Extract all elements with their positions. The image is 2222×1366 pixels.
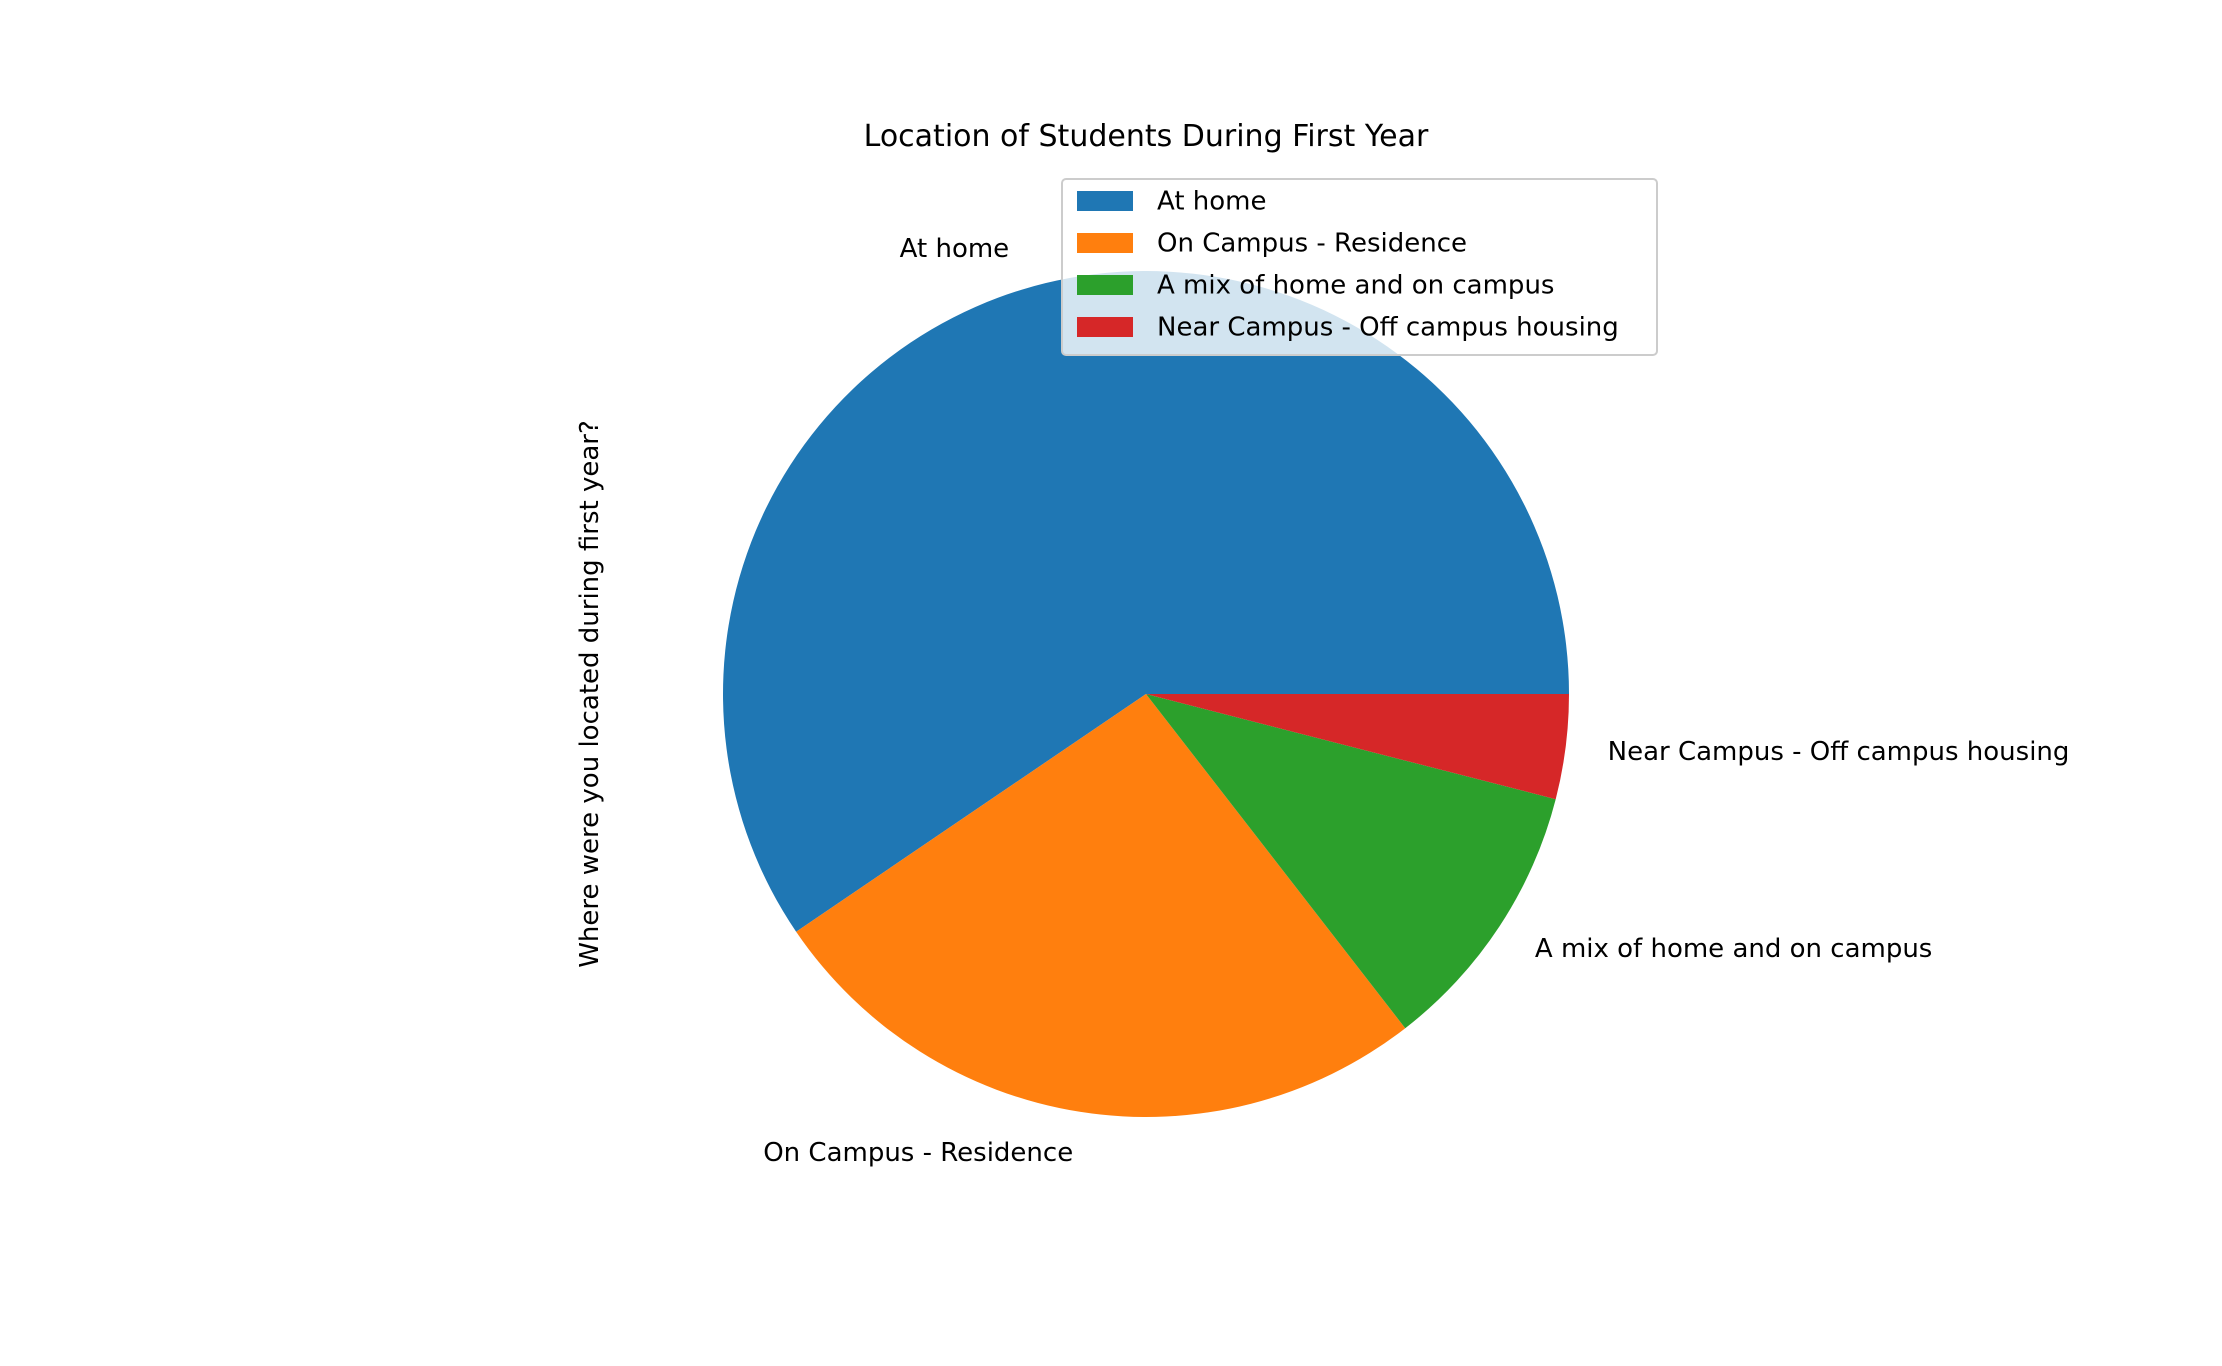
legend-swatch-a-mix-of-home-and-on-campus xyxy=(1077,275,1133,295)
legend-swatch-at-home xyxy=(1077,191,1133,211)
legend-swatch-near-campus-off-campus-housing xyxy=(1077,317,1133,337)
legend-label-at-home: At home xyxy=(1157,187,1267,217)
pie-slice-near-campus-off-campus-housing xyxy=(1146,694,1569,800)
legend: At home On Campus - Residence A mix of hom… xyxy=(1061,178,1658,356)
legend-frame xyxy=(1061,178,1658,356)
pie-slice-a-mix-of-home-and-on-campus xyxy=(1146,694,1556,1029)
pie-slice-labels: At home On Campus - Residence A mix of hom… xyxy=(763,234,2069,1168)
legend-label-a-mix-of-home-and-on-campus: A mix of home and on campus xyxy=(1157,271,1554,301)
y-axis-label: Where were you located during first year… xyxy=(575,420,605,968)
legend-entries: At home On Campus - Residence A mix of hom… xyxy=(1077,187,1619,343)
pie-slice-at-home xyxy=(723,271,1569,932)
legend-label-on-campus-residence: On Campus - Residence xyxy=(1157,229,1467,259)
legend-label-near-campus-off-campus-housing: Near Campus - Off campus housing xyxy=(1157,313,1619,343)
slice-label-at-home: At home xyxy=(900,234,1010,264)
slice-label-near-campus-off-campus-housing: Near Campus - Off campus housing xyxy=(1608,737,2070,767)
slice-label-on-campus-residence: On Campus - Residence xyxy=(763,1138,1073,1168)
pie-slices xyxy=(723,271,1569,1117)
pie-slice-on-campus-residence xyxy=(796,694,1406,1117)
legend-swatch-on-campus-residence xyxy=(1077,233,1133,253)
slice-label-a-mix-of-home-and-on-campus: A mix of home and on campus xyxy=(1535,934,1932,964)
chart-title: Location of Students During First Year xyxy=(864,119,1429,154)
